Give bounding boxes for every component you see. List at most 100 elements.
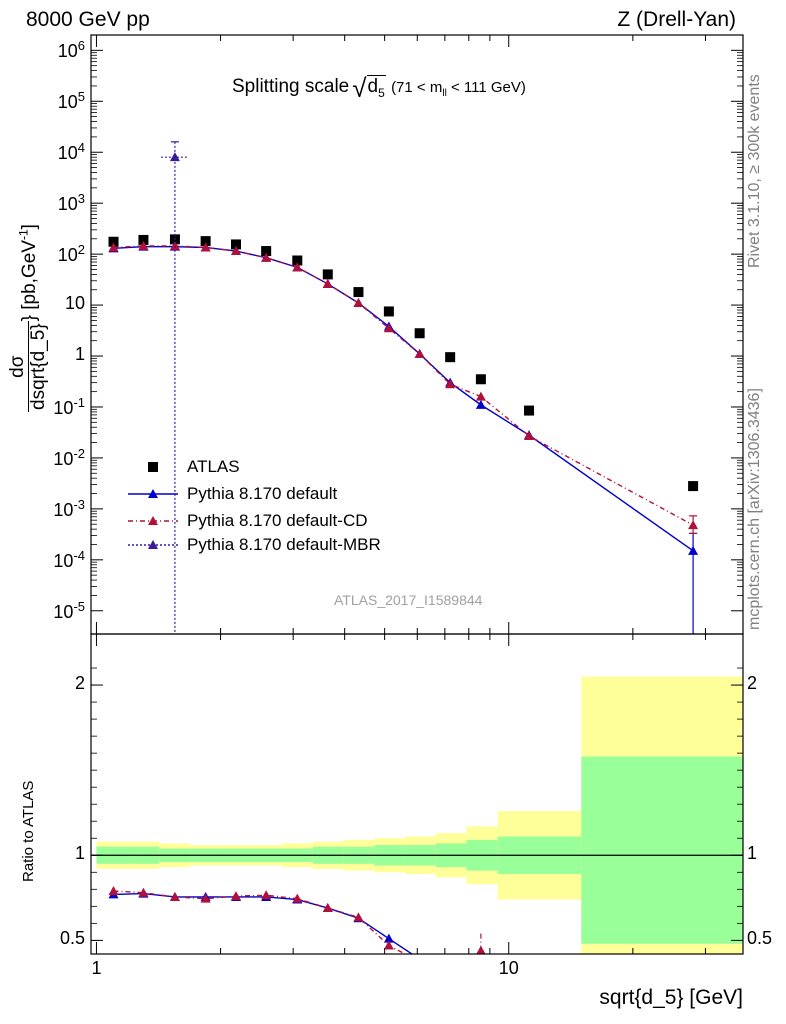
main-series-layer — [108, 141, 699, 634]
main-point-2-8 — [353, 297, 364, 307]
atlas-point-1 — [138, 234, 149, 245]
atlas-point-8 — [353, 287, 364, 298]
main-point-2-1 — [138, 240, 149, 250]
x-tick-label-0: 1 — [91, 958, 102, 978]
atlas-point-11 — [445, 352, 456, 363]
atlas-point-7 — [322, 269, 333, 280]
ratio-point-1-9 — [383, 940, 394, 950]
title-cut-post: < 111 GeV) — [450, 79, 526, 96]
title-d: d — [367, 76, 379, 97]
ratio-y-tick-label-r-1: 1 — [747, 843, 758, 864]
ratio-line-1 — [113, 890, 487, 954]
atlas-point-3 — [200, 236, 211, 247]
mcplots-label: mcplots.cern.ch [arXiv:1306.3436] — [746, 388, 763, 630]
band-inner-14 — [581, 756, 743, 944]
atlas-point-5 — [261, 246, 272, 257]
ratio-point-0-10 — [415, 954, 425, 963]
legend-tri-1 — [148, 516, 158, 525]
ratio-point-1-3 — [200, 893, 211, 903]
legend-atlas: ATLAS — [187, 457, 240, 476]
ratio-point-1-4 — [230, 891, 241, 901]
legend-atlas-marker — [148, 462, 158, 472]
atlas-point-14 — [688, 481, 699, 492]
header-left: 8000 GeV pp — [26, 8, 150, 31]
ratio-y-tick-label-2: 2 — [74, 673, 85, 694]
main-point-2-9 — [383, 323, 394, 333]
header-right: Z (Drell-Yan) — [617, 8, 736, 31]
y-label-units: } [pb,GeV-1] — [16, 224, 40, 322]
y-tick-label-2: 104 — [57, 140, 85, 164]
ratio-y-axis-label: Ratio to ATLAS — [20, 780, 37, 882]
ratio-series-layer — [108, 886, 487, 966]
main-point-2-3 — [200, 242, 211, 252]
main-point-2-10 — [414, 348, 425, 358]
legend-tri-0 — [148, 489, 158, 498]
atlas-point-4 — [230, 239, 241, 250]
y-label-denominator: dsqrt{d_5} — [28, 323, 49, 410]
title-text: Splitting scale — [232, 76, 350, 97]
ratio-point-1-1 — [138, 887, 149, 897]
ratio-point-1-7 — [322, 903, 333, 913]
legend-mbr: Pythia 8.170 default-MBR — [187, 535, 381, 554]
y-tick-label-1: 105 — [57, 89, 85, 113]
y-tick-label-11: 10-5 — [53, 598, 85, 622]
title-cut: (71 < mll < 111 GeV) — [391, 79, 526, 99]
main-point-1-12 — [475, 399, 486, 409]
main-point-2-12 — [475, 391, 486, 401]
main-point-2-5 — [261, 252, 272, 262]
y-tick-label-0: 106 — [57, 38, 85, 62]
ratio-point-1-0 — [108, 886, 119, 896]
atlas-point-10 — [414, 328, 425, 339]
main-point-2-7 — [322, 278, 333, 288]
ratio-y-tick-label-0: 0.5 — [59, 928, 85, 949]
y-tick-label-8: 10-2 — [53, 445, 85, 469]
ratio-y-tick-label-r-0: 0.5 — [747, 928, 773, 949]
plot-title: Splitting scale √d5 (71 < mll < 111 GeV) — [232, 68, 526, 103]
legend-markers — [128, 462, 178, 549]
ratio-point-1-6 — [292, 893, 303, 903]
main-point-2-13 — [524, 430, 535, 440]
sqrt-symbol: √d5 — [352, 73, 386, 103]
ratio-point-1-2 — [169, 891, 180, 901]
y-label-units-pre: } [pb,GeV — [18, 240, 40, 322]
atlas-point-6 — [292, 255, 303, 266]
y-tick-label-9: 10-3 — [53, 496, 85, 520]
title-d-sub: 5 — [378, 85, 385, 100]
title-cut-pre: (71 < m — [391, 79, 443, 96]
main-point-2-0 — [108, 242, 119, 252]
y-tick-label-3: 103 — [57, 191, 85, 215]
ratio-point-1-13 — [476, 945, 486, 954]
legend-default: Pythia 8.170 default — [187, 484, 338, 503]
main-point-2-6 — [292, 262, 303, 272]
atlas-point-13 — [524, 405, 535, 416]
x-tick-label-1: 10 — [498, 958, 519, 978]
ratio-uncertainty-bands — [91, 676, 743, 954]
x-axis-label: sqrt{d_5} [GeV] — [599, 986, 743, 1009]
ratio-y-tick-label-r-2: 2 — [747, 673, 758, 694]
atlas-point-9 — [383, 306, 394, 317]
title-cut-sub: ll — [442, 88, 447, 99]
ratio-point-1-10 — [415, 957, 425, 966]
main-point-2-11 — [445, 379, 456, 389]
main-point-2-2 — [169, 240, 180, 250]
y-tick-label-6: 1 — [74, 344, 85, 365]
main-line-1 — [113, 245, 694, 552]
ratio-point-1-5 — [261, 890, 272, 900]
ratio-point-0-9 — [383, 933, 394, 943]
main-point-1-14 — [688, 545, 699, 555]
atlas-point-0 — [108, 236, 119, 247]
main-point-3-0 — [169, 152, 180, 162]
y-tick-label-4: 102 — [57, 242, 85, 266]
atlas-point-12 — [475, 374, 486, 385]
ratio-line-0 — [113, 892, 414, 954]
rivet-label: Rivet 3.1.10, ≥ 300k events — [746, 74, 763, 268]
y-tick-label-5: 10 — [64, 293, 85, 314]
y-label-units-post: ] — [18, 224, 40, 230]
main-point-2-14 — [688, 520, 699, 530]
ratio-y-tick-label-1: 1 — [74, 843, 85, 864]
analysis-tag: ATLAS_2017_I1589844 — [334, 592, 483, 608]
y-axis-label: dσ dsqrt{d_5} } [pb,GeV-1] — [7, 224, 49, 412]
legend-cd: Pythia 8.170 default-CD — [187, 511, 368, 530]
